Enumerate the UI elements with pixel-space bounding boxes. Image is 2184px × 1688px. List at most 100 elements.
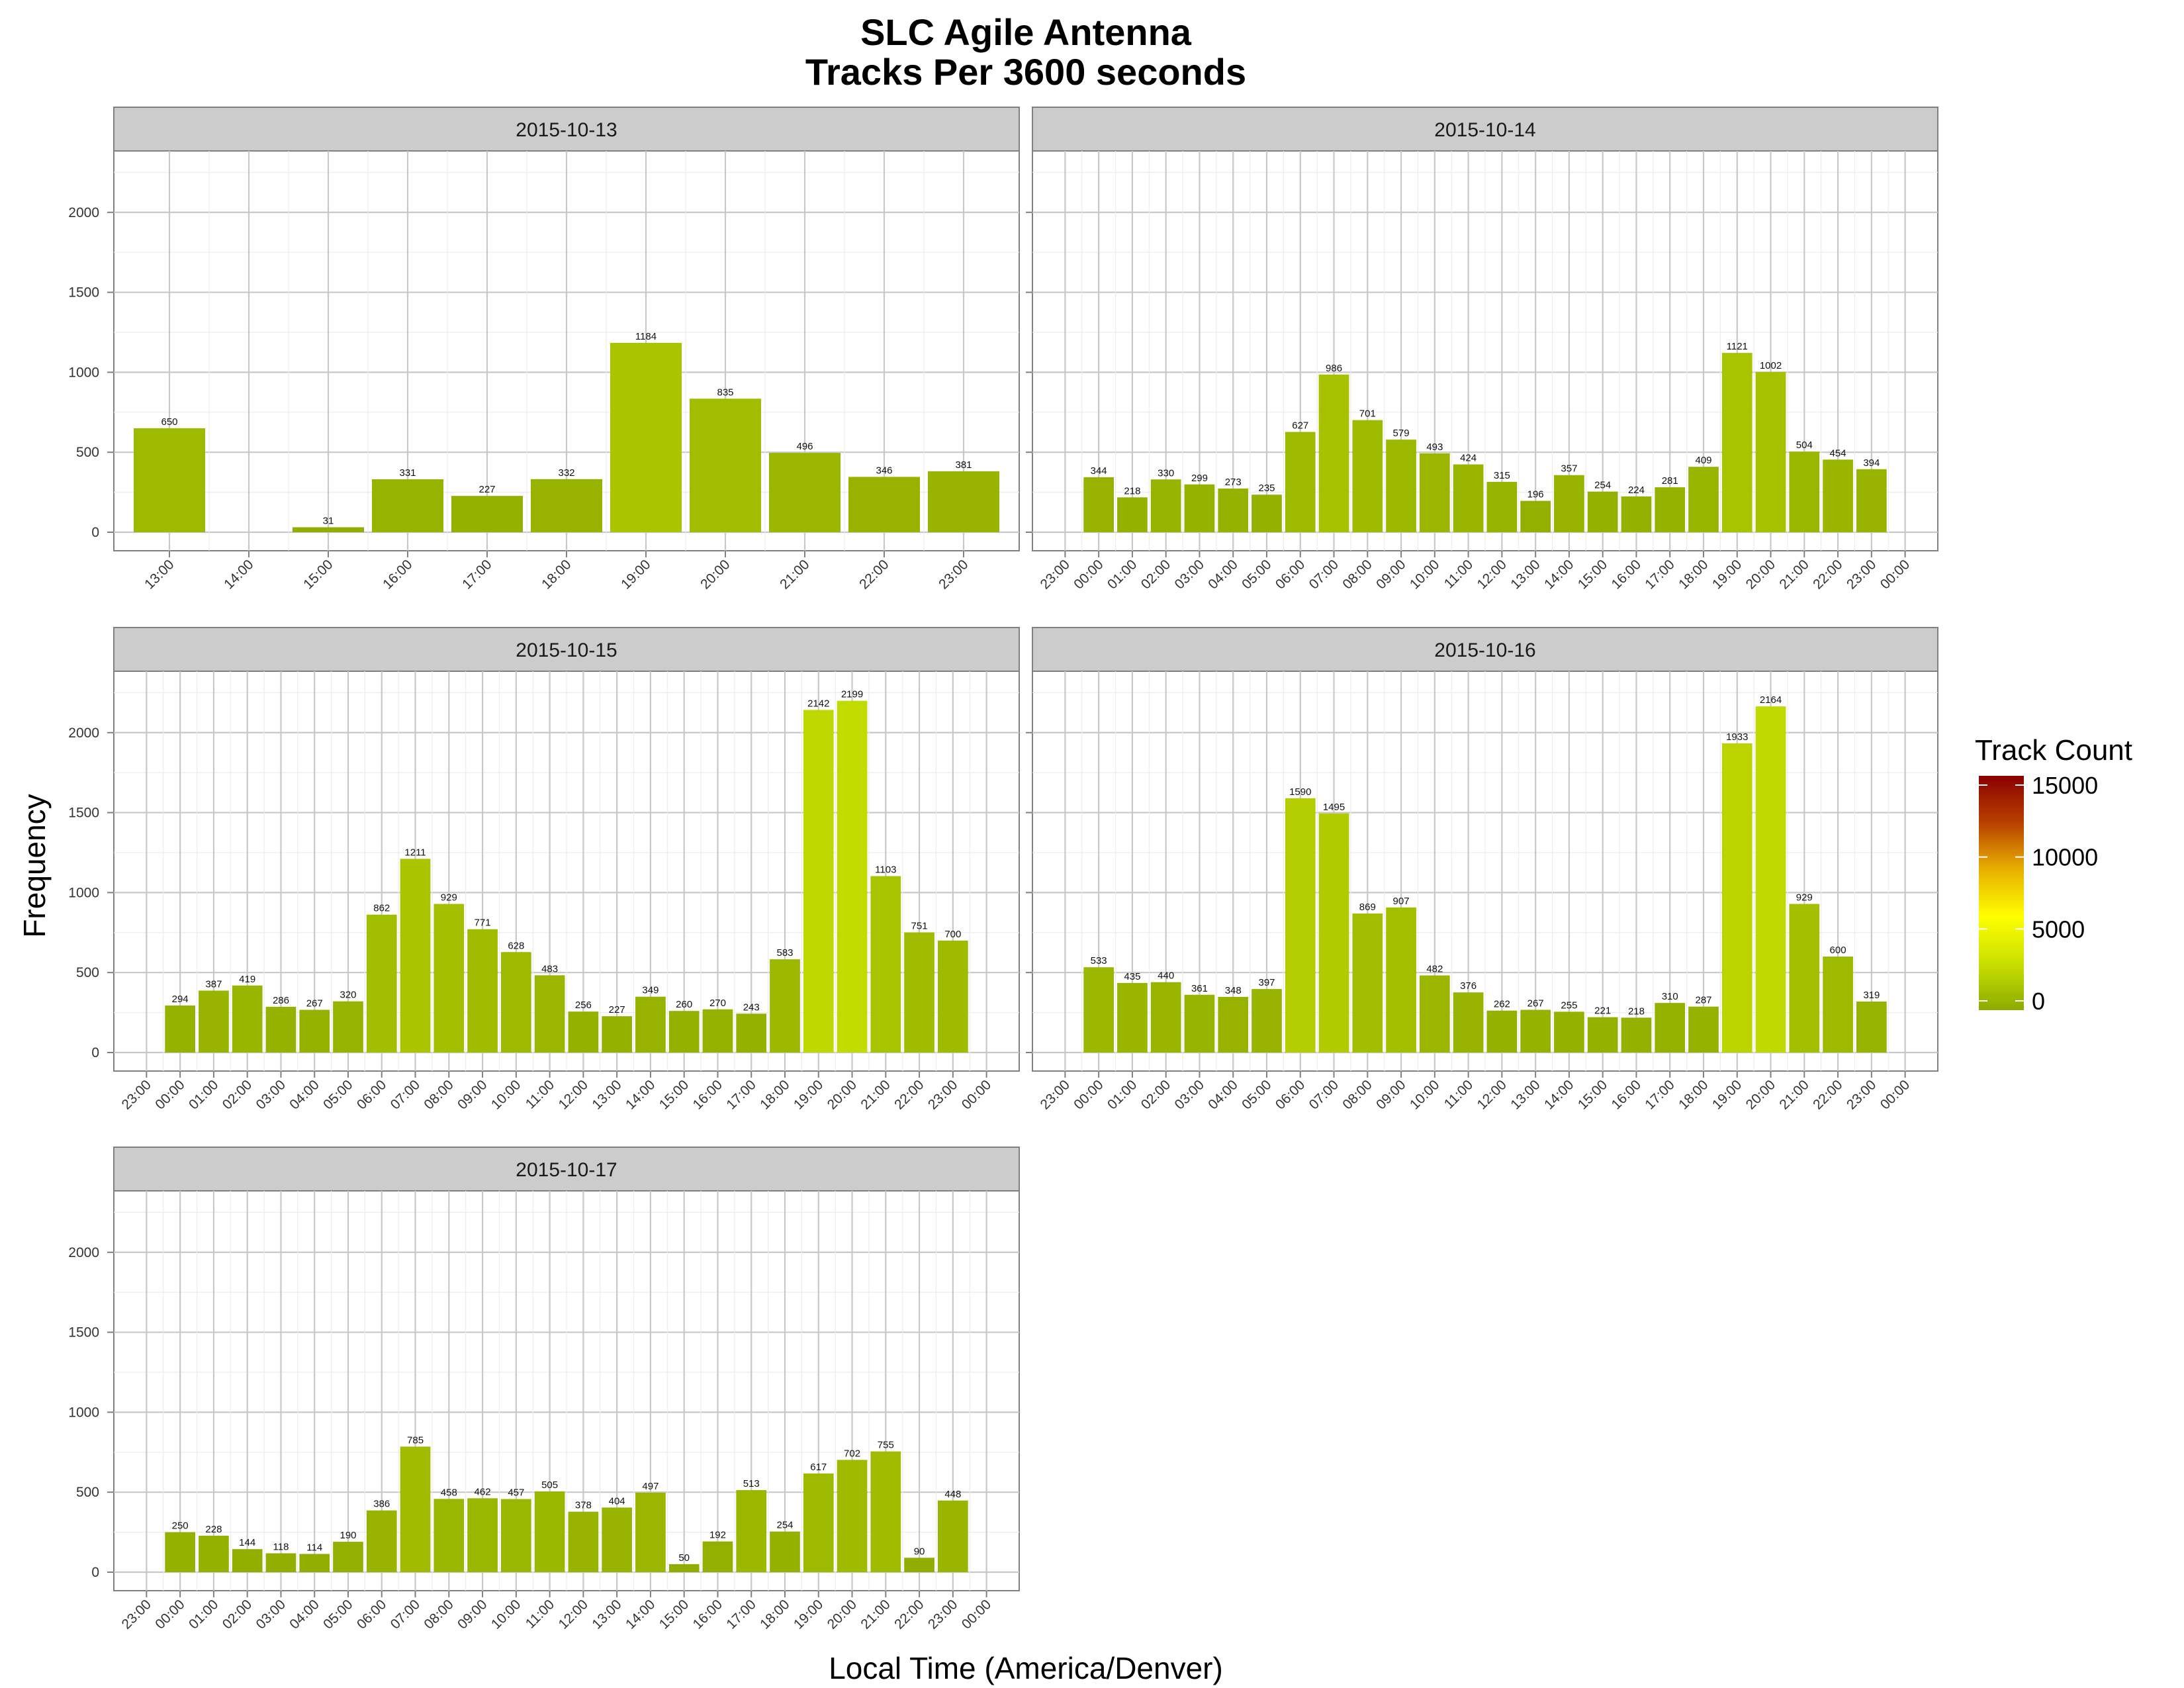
bar — [1621, 1017, 1652, 1053]
bar — [1856, 469, 1887, 532]
bar — [1655, 487, 1686, 532]
x-tick-label: 23:00 — [1037, 557, 1072, 592]
x-tick-label: 14:00 — [1541, 1077, 1576, 1112]
bar-value-label: 600 — [1830, 945, 1846, 956]
bar — [265, 1006, 296, 1053]
x-tick-label: 06:00 — [1273, 557, 1308, 592]
bar — [702, 1541, 733, 1572]
bar — [1117, 497, 1148, 532]
bar-value-label: 320 — [340, 990, 356, 1001]
y-tick-label: 0 — [91, 1565, 99, 1580]
x-tick-label: 11:00 — [1441, 1077, 1476, 1111]
bar — [1721, 743, 1752, 1053]
bar — [770, 959, 800, 1053]
bar — [531, 479, 602, 532]
y-axis-label: Frequency — [17, 794, 52, 937]
bar-value-label: 287 — [1695, 995, 1711, 1006]
x-tick-label: 16:00 — [690, 1597, 725, 1632]
bar — [366, 1510, 397, 1572]
x-tick-label: 13:00 — [1508, 1077, 1543, 1112]
bar-value-label: 387 — [205, 978, 222, 990]
bar-value-label: 483 — [541, 963, 558, 974]
bar — [1823, 459, 1853, 532]
bar — [433, 904, 465, 1053]
bar — [199, 990, 229, 1053]
x-tick-label: 19:00 — [1709, 557, 1745, 592]
facet-strip — [113, 107, 1020, 152]
legend-title: Track Count — [1975, 734, 2132, 767]
x-tick-label: 18:00 — [1676, 1077, 1711, 1112]
bar — [1251, 989, 1282, 1053]
bar-value-label: 315 — [1494, 470, 1510, 481]
bar-value-label: 294 — [172, 994, 189, 1005]
x-tick-label: 12:00 — [555, 1077, 590, 1112]
facet-strip — [1032, 107, 1938, 152]
bar-value-label: 50 — [678, 1552, 690, 1564]
x-tick-label: 19:00 — [791, 1597, 826, 1632]
y-tick-label: 500 — [76, 965, 99, 980]
x-tick-label: 05:00 — [1239, 1077, 1274, 1112]
x-tick-label: 07:00 — [1306, 1077, 1342, 1112]
bar — [265, 1553, 296, 1572]
bar-value-label: 2199 — [841, 689, 863, 700]
x-tick-label: 22:00 — [891, 1077, 927, 1112]
x-tick-label: 19:00 — [618, 557, 653, 592]
bar-value-label: 256 — [575, 1000, 592, 1011]
bar — [1721, 353, 1752, 532]
bar-value-label: 700 — [944, 929, 961, 940]
bar-value-label: 493 — [1426, 442, 1443, 453]
bar-value-label: 243 — [743, 1002, 760, 1013]
bar-value-label: 90 — [914, 1546, 925, 1557]
x-tick-label: 13:00 — [1508, 557, 1543, 592]
bar — [610, 342, 682, 532]
y-tick-label: 2000 — [68, 726, 99, 741]
bar — [1285, 432, 1316, 532]
facet-panel: 2015-10-14 344 218 330 299 273 235 627 986 701 579… — [1026, 107, 1938, 592]
bar-value-label: 144 — [239, 1537, 255, 1548]
x-tick-label: 19:00 — [1709, 1077, 1745, 1112]
y-tick-label: 1500 — [68, 285, 99, 301]
x-tick-label: 18:00 — [539, 557, 574, 592]
bar — [938, 1500, 968, 1572]
bar-value-label: 378 — [575, 1500, 592, 1511]
x-tick-label: 15:00 — [657, 1077, 692, 1112]
x-tick-label: 21:00 — [1776, 557, 1811, 592]
bar-value-label: 114 — [306, 1542, 322, 1553]
bar — [1150, 982, 1181, 1053]
bar-value-label: 1103 — [875, 864, 896, 875]
x-tick-label: 10:00 — [1407, 1077, 1442, 1112]
bar-value-label: 1590 — [1289, 786, 1311, 798]
x-tick-label: 20:00 — [698, 557, 733, 592]
bar — [736, 1013, 767, 1053]
bar — [928, 471, 999, 532]
x-tick-label: 15:00 — [1575, 557, 1610, 592]
bar-value-label: 2142 — [807, 698, 829, 709]
x-tick-label: 02:00 — [220, 1077, 255, 1112]
x-tick-label: 03:00 — [253, 1077, 289, 1112]
bar-value-label: 440 — [1158, 970, 1174, 982]
bar — [134, 428, 205, 532]
bar — [1453, 464, 1484, 532]
x-tick-label: 12:00 — [1474, 557, 1509, 592]
bar-value-label: 386 — [373, 1499, 390, 1510]
bar-value-label: 907 — [1393, 896, 1410, 907]
bar-value-label: 348 — [1225, 985, 1242, 996]
bar-value-label: 929 — [1796, 892, 1813, 904]
bar-value-label: 701 — [1359, 408, 1376, 420]
bar-value-label: 1495 — [1323, 802, 1345, 813]
x-tick-label: 21:00 — [777, 557, 812, 592]
bar — [1856, 1001, 1887, 1053]
bar — [451, 496, 523, 532]
legend-tick-label: 15000 — [2032, 772, 2098, 799]
x-tick-label: 10:00 — [488, 1077, 523, 1112]
bar-value-label: 196 — [1527, 489, 1544, 500]
x-tick-label: 22:00 — [1810, 557, 1845, 592]
y-tick-label: 2000 — [68, 1245, 99, 1260]
bar-value-label: 1121 — [1727, 341, 1748, 352]
bar — [1386, 907, 1416, 1053]
bar — [668, 1564, 700, 1572]
bar — [938, 940, 968, 1053]
y-tick-label: 500 — [76, 1485, 99, 1500]
bar — [635, 1492, 666, 1572]
bar — [366, 914, 397, 1053]
